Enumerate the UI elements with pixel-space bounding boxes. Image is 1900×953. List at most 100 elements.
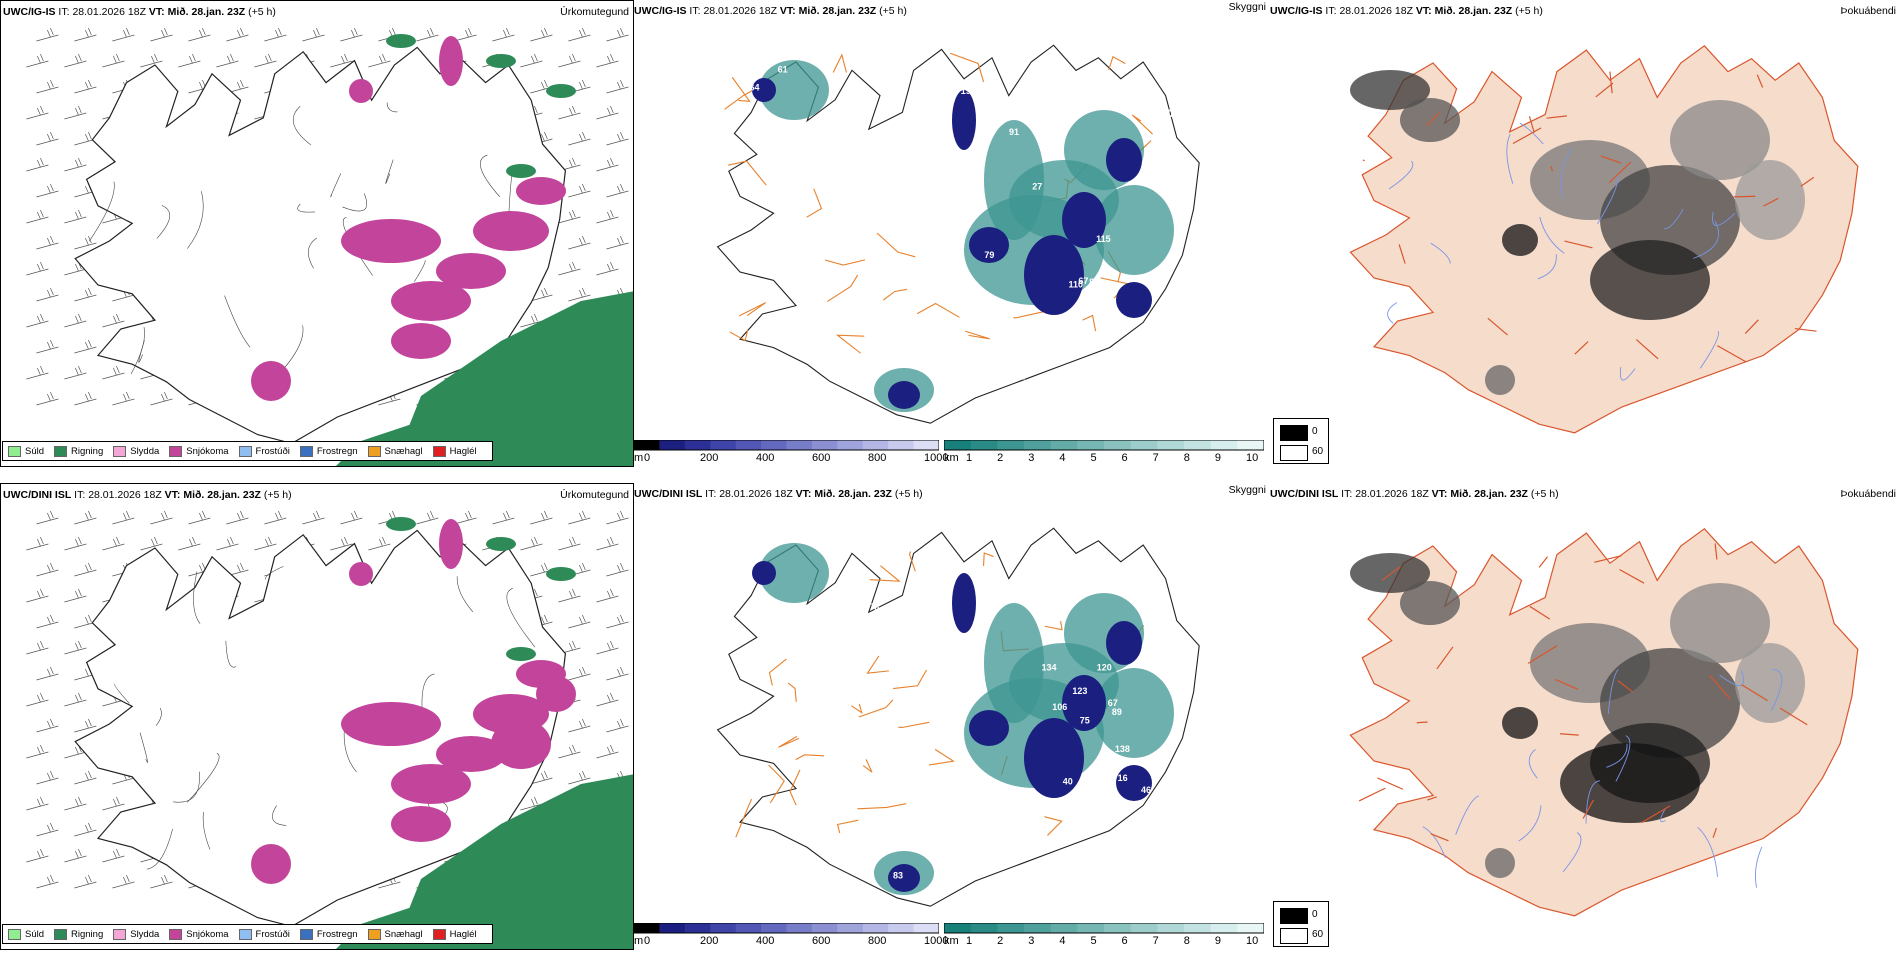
fog-index-area xyxy=(1400,581,1460,625)
ceiling-value-label: 89 xyxy=(889,785,899,795)
fog-index-area xyxy=(1502,224,1538,256)
wind-barb xyxy=(340,510,363,525)
ceiling-tick-label: 200 xyxy=(700,452,719,464)
wind-barb xyxy=(492,27,515,42)
terrain-contours xyxy=(89,102,513,375)
road xyxy=(1427,796,1437,801)
ceiling-value-label: 198 xyxy=(961,86,976,96)
wind-barb xyxy=(36,79,59,94)
snow-area xyxy=(473,211,549,251)
colorbar-swatch xyxy=(1130,440,1158,450)
ceiling-value-label: 74 xyxy=(926,195,936,205)
wind-barb xyxy=(36,666,59,681)
river xyxy=(1518,805,1542,842)
rain-cell xyxy=(386,34,416,48)
visibility-tick-label: 3 xyxy=(1028,452,1035,464)
visibility-tick-label: 9 xyxy=(1214,452,1221,464)
visibility-unit: km xyxy=(944,452,959,464)
river xyxy=(1597,176,1619,225)
wind-barb xyxy=(368,53,391,68)
wind-barb xyxy=(150,874,173,889)
contour-line xyxy=(297,203,315,213)
visibility-tick-label: 6 xyxy=(1121,935,1128,947)
ceiling-tick-label: 400 xyxy=(756,452,775,464)
wind-barb xyxy=(302,27,325,42)
ceiling-value-label: 64 xyxy=(796,858,806,868)
visibility-tick-label: 2 xyxy=(997,935,1004,947)
road xyxy=(806,188,823,218)
precip-map xyxy=(26,27,633,466)
contour-line xyxy=(385,159,394,184)
ceiling-value-label: 64 xyxy=(790,728,800,738)
river xyxy=(1519,122,1544,145)
visibility-tick-label: 5 xyxy=(1090,935,1097,947)
colorbar-swatch xyxy=(659,923,686,933)
colorbar-swatch xyxy=(1024,923,1052,933)
fog-index-panel: UWC/DINI ISL IT: 28.01.2026 18Z VT: Mið.… xyxy=(1270,483,1900,950)
ceiling-value-label: 94 xyxy=(918,106,928,116)
wind-barb xyxy=(530,287,553,302)
road xyxy=(1609,71,1613,94)
contour-line xyxy=(308,237,318,269)
colorbar-swatch xyxy=(1237,440,1264,450)
colorbar-swatch xyxy=(1157,923,1185,933)
ceiling-tick-label: 600 xyxy=(812,935,831,947)
road xyxy=(1044,816,1063,836)
river xyxy=(1388,160,1414,190)
ceiling-tick-label: 0 xyxy=(644,935,651,947)
rain-cell xyxy=(486,54,516,68)
ceiling-value-label: 73 xyxy=(869,602,879,612)
ceiling-tick-label: 0 xyxy=(644,452,651,464)
colorbar-swatch xyxy=(862,923,889,933)
ceiling-panel-title: Skyggni xyxy=(1228,1,1266,13)
colorbar-swatch xyxy=(811,923,838,933)
colorbar-swatch xyxy=(1104,923,1132,933)
wind-barb xyxy=(596,157,619,172)
low-ceiling-area xyxy=(888,381,920,409)
road xyxy=(1426,112,1440,127)
ceiling-value-label: 91 xyxy=(823,150,833,160)
colorbar-swatch xyxy=(970,440,998,450)
wind-barb xyxy=(606,27,629,42)
fog-index-area xyxy=(1485,365,1515,395)
legend-swatch xyxy=(238,445,252,457)
river xyxy=(1528,749,1538,779)
river xyxy=(1585,780,1601,824)
ceiling-tick-label: 600 xyxy=(812,452,831,464)
road xyxy=(949,52,985,83)
ceiling-value-label: 69 xyxy=(999,793,1009,803)
ceiling-value-label: 82 xyxy=(764,363,774,373)
wind-barb xyxy=(74,287,97,302)
road xyxy=(850,703,863,714)
road xyxy=(1763,197,1779,207)
wind-barb xyxy=(26,209,49,224)
river xyxy=(1712,211,1736,226)
snow-area xyxy=(251,361,291,401)
fog-index-map xyxy=(1349,527,1859,917)
panel-header: UWC/DINI ISL IT: 28.01.2026 18Z VT: Mið.… xyxy=(1270,488,1559,500)
fog-index-legend: 0 60 xyxy=(1273,901,1329,947)
ceiling-value-label: 91 xyxy=(1009,127,1019,137)
wind-barb xyxy=(596,105,619,120)
road xyxy=(1430,833,1449,842)
road xyxy=(1381,566,1401,581)
colorbar-swatch xyxy=(1024,440,1052,450)
wind-barb xyxy=(558,105,581,120)
visibility-tick-label: 7 xyxy=(1152,452,1159,464)
visibility-tick-label: 10 xyxy=(1246,452,1259,464)
wind-barb xyxy=(74,822,97,837)
ceiling-value-label: 40 xyxy=(1063,777,1073,787)
colorbar-swatch xyxy=(659,440,686,450)
fog-index-area xyxy=(1400,98,1460,142)
wind-barb xyxy=(102,536,125,551)
legend-label: Súld xyxy=(25,928,45,940)
wind-barb xyxy=(150,391,173,406)
legend-item: Frostúði xyxy=(238,928,290,940)
wind-barb xyxy=(26,157,49,172)
road xyxy=(1555,678,1579,690)
road xyxy=(898,721,930,729)
wind-barb xyxy=(74,391,97,406)
road xyxy=(1779,707,1808,726)
road xyxy=(728,160,767,186)
ceiling-value-label: 120 xyxy=(1097,663,1112,673)
